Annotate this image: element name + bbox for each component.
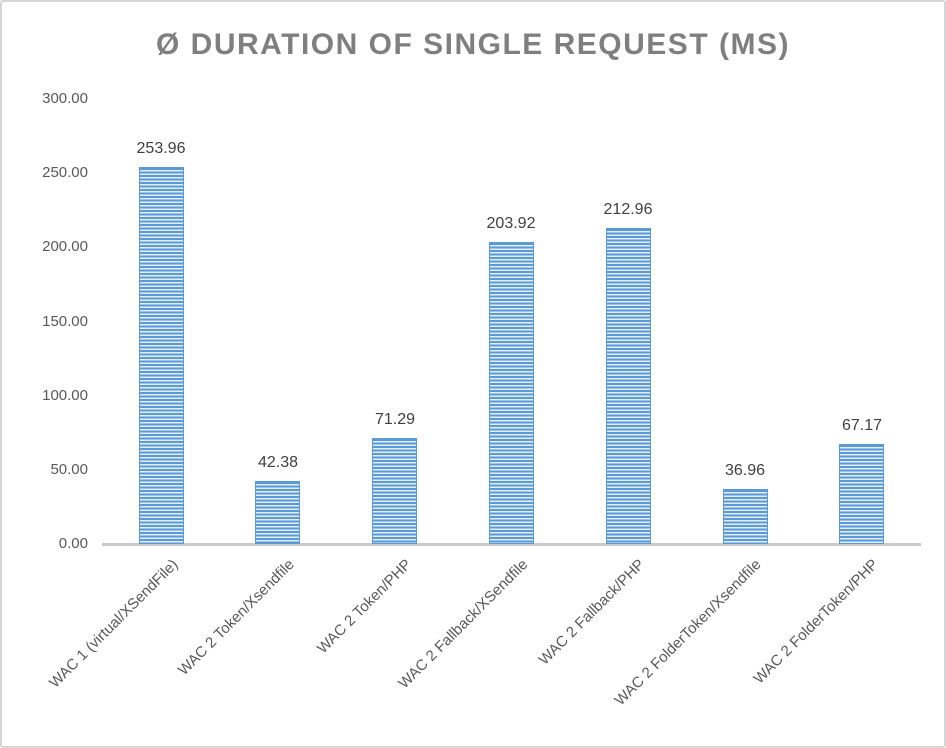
x-axis-category-label-text: WAC 1 (virtual/XSendFile) <box>45 556 182 692</box>
y-axis-tick-label: 0.00 <box>58 535 88 552</box>
bar-value-label: 71.29 <box>374 411 416 428</box>
bar-value-label: 36.96 <box>724 462 766 479</box>
bar <box>372 438 417 544</box>
bar-value-label: 203.92 <box>486 215 536 232</box>
x-axis-category-label-text: WAC 2 Token/Xsendfile <box>174 556 298 679</box>
bar-value-label: 67.17 <box>841 417 883 434</box>
bar <box>489 242 534 544</box>
x-axis-category-label-text: WAC 2 FolderToken/PHP <box>750 556 882 688</box>
y-axis-tick-label: 100.00 <box>42 386 88 404</box>
bar <box>139 167 184 544</box>
x-axis-category-label-text: WAC 2 Token/PHP <box>313 556 415 658</box>
chart-title: Ø DURATION OF SINGLE REQUEST (MS) <box>156 28 790 61</box>
bar <box>606 228 651 544</box>
y-axis-tick-label: 200.00 <box>42 238 88 256</box>
y-axis-tick-label: 250.00 <box>42 164 88 182</box>
x-axis-category-label-text: WAC 2 Fallback/PHP <box>535 556 649 669</box>
bar <box>839 444 884 544</box>
y-axis-tick-label: 50.00 <box>50 460 88 478</box>
bar <box>723 489 768 544</box>
y-axis-tick-label: 300.00 <box>42 90 88 107</box>
bar <box>255 481 300 544</box>
x-axis-line <box>102 543 921 546</box>
bar-value-label: 42.38 <box>257 454 299 471</box>
bar-value-label: 212.96 <box>603 201 653 218</box>
x-axis-category-label-text: WAC 2 Fallback/XSendfile <box>395 556 532 693</box>
bar-value-label: 253.96 <box>136 140 186 157</box>
y-axis-tick-label: 150.00 <box>42 312 88 330</box>
